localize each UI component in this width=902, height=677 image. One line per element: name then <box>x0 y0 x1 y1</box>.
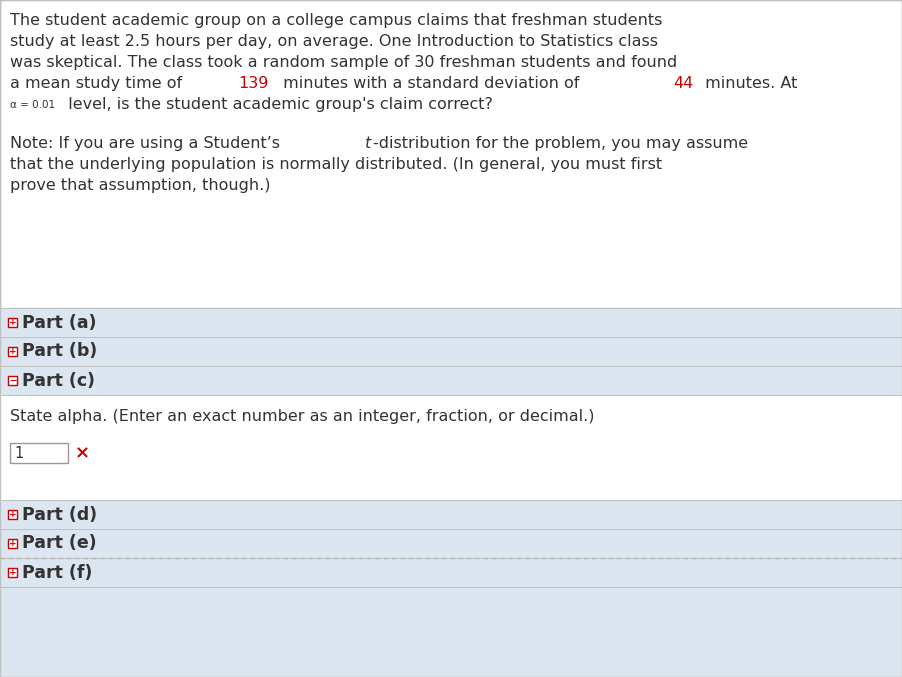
Text: -distribution for the problem, you may assume: -distribution for the problem, you may a… <box>373 136 748 151</box>
Text: Part (e): Part (e) <box>22 535 97 552</box>
Text: study at least 2.5 hours per day, on average. One Introduction to Statistics cla: study at least 2.5 hours per day, on ave… <box>10 34 658 49</box>
Text: Note: If you are using a Student’s: Note: If you are using a Student’s <box>10 136 285 151</box>
Text: Part (b): Part (b) <box>22 343 97 360</box>
Bar <box>8 318 17 327</box>
Text: minutes with a standard deviation of: minutes with a standard deviation of <box>278 76 584 91</box>
Text: was skeptical. The class took a random sample of 30 freshman students and found: was skeptical. The class took a random s… <box>10 55 677 70</box>
Text: +: + <box>9 568 16 577</box>
Text: prove that assumption, though.): prove that assumption, though.) <box>10 178 271 193</box>
Text: minutes. At: minutes. At <box>700 76 796 91</box>
Text: +: + <box>9 318 16 327</box>
Text: 44: 44 <box>674 76 694 91</box>
Bar <box>0 558 902 587</box>
Bar <box>8 376 17 385</box>
Text: The student academic group on a college campus claims that freshman students: The student academic group on a college … <box>10 13 662 28</box>
Bar <box>0 308 902 337</box>
Bar <box>8 568 17 577</box>
Text: t: t <box>365 136 372 151</box>
Text: a mean study time of: a mean study time of <box>10 76 188 91</box>
Text: 139: 139 <box>239 76 269 91</box>
Bar <box>0 0 902 308</box>
Bar <box>0 529 902 558</box>
Text: +: + <box>9 347 16 356</box>
Bar <box>0 500 902 529</box>
Text: 1: 1 <box>14 445 23 460</box>
Bar <box>8 347 17 356</box>
Text: ×: × <box>75 444 90 462</box>
Text: that the underlying population is normally distributed. (In general, you must fi: that the underlying population is normal… <box>10 157 662 172</box>
Text: level, is the student academic group's claim correct?: level, is the student academic group's c… <box>58 97 492 112</box>
Text: −: − <box>9 376 16 385</box>
Text: +: + <box>9 510 16 519</box>
Bar <box>0 395 902 500</box>
Bar <box>8 539 17 548</box>
Text: State alpha. (Enter an exact number as an integer, fraction, or decimal.): State alpha. (Enter an exact number as a… <box>10 409 594 424</box>
Text: Part (c): Part (c) <box>22 372 95 389</box>
Text: α = 0.01: α = 0.01 <box>10 100 55 110</box>
Bar <box>8 510 17 519</box>
Text: Part (f): Part (f) <box>22 563 92 582</box>
Bar <box>0 587 902 677</box>
Text: Part (d): Part (d) <box>22 506 97 523</box>
Text: +: + <box>9 539 16 548</box>
Bar <box>0 337 902 366</box>
Bar <box>0 366 902 395</box>
Text: Part (a): Part (a) <box>22 313 97 332</box>
Bar <box>10 443 68 463</box>
